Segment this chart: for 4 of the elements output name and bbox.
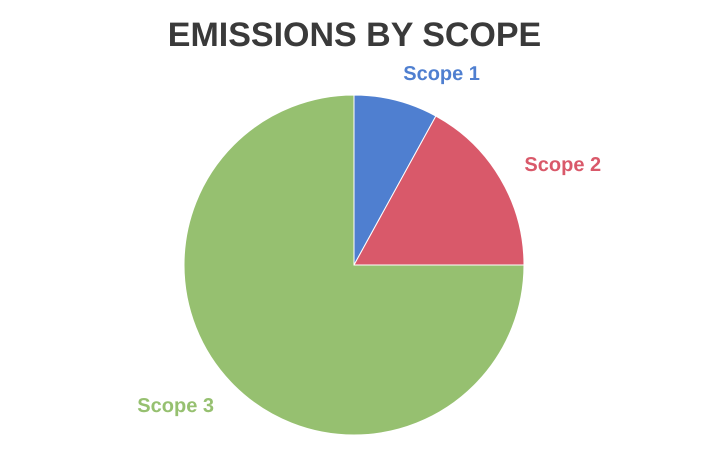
- chart-title: EMISSIONS BY SCOPE: [168, 16, 542, 54]
- slice-label: Scope 2: [524, 154, 602, 176]
- slice-label: Scope 3: [137, 395, 214, 418]
- slice-label: Scope 1: [403, 63, 480, 86]
